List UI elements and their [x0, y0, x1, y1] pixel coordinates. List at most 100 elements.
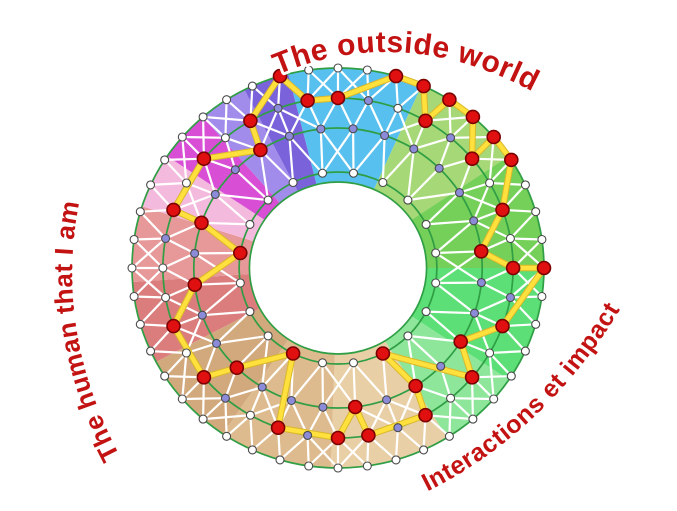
ring-circle — [192, 127, 484, 409]
ring-circle — [248, 181, 428, 355]
mesh-line — [278, 434, 309, 461]
mesh-line — [202, 115, 252, 122]
mesh-line — [406, 167, 441, 202]
node — [273, 103, 283, 113]
mesh-line — [383, 107, 399, 137]
mesh-line — [202, 115, 227, 139]
mesh-line — [288, 135, 324, 175]
red-node — [300, 93, 315, 108]
node — [444, 431, 454, 441]
mesh-line — [290, 361, 324, 402]
node — [485, 178, 495, 188]
node — [177, 394, 187, 404]
mesh-line — [214, 193, 251, 226]
node — [469, 308, 480, 318]
node — [403, 195, 413, 205]
mesh-line — [434, 250, 483, 285]
mesh-line — [306, 434, 340, 470]
mesh-line — [306, 434, 310, 468]
node — [317, 358, 328, 368]
red-node — [347, 399, 363, 415]
node — [505, 292, 515, 303]
node — [220, 133, 230, 143]
node — [468, 414, 478, 424]
node — [146, 180, 156, 190]
mesh-line — [139, 210, 167, 240]
mesh-line — [149, 181, 188, 186]
node — [403, 331, 413, 341]
red-node — [442, 92, 457, 107]
mesh-line — [352, 361, 388, 401]
mesh-line — [425, 191, 461, 226]
node — [382, 395, 392, 405]
red-node — [416, 78, 431, 94]
mesh-line — [202, 397, 227, 421]
red-node — [361, 428, 376, 443]
mesh-line — [472, 181, 491, 222]
node — [257, 382, 267, 392]
mesh-line — [234, 168, 270, 202]
node — [531, 207, 541, 217]
red-node — [388, 68, 404, 84]
node — [210, 189, 220, 199]
node — [245, 219, 255, 229]
mesh-line — [235, 334, 270, 369]
mesh-line — [277, 107, 291, 138]
mesh-line — [163, 351, 188, 378]
node — [537, 291, 547, 302]
red-node — [229, 360, 245, 376]
mesh-line — [509, 237, 544, 241]
sector-magenta — [167, 117, 280, 220]
node — [446, 393, 456, 403]
node — [222, 431, 232, 441]
mesh-line — [424, 414, 474, 421]
node — [222, 95, 232, 105]
mesh-line — [406, 147, 415, 202]
red-node — [464, 369, 480, 385]
mesh-line — [425, 219, 475, 226]
node — [419, 445, 429, 455]
node — [505, 233, 515, 244]
node — [489, 394, 499, 404]
node — [211, 338, 222, 348]
mesh-line — [406, 191, 461, 202]
mesh-line — [381, 352, 388, 401]
mesh-line — [306, 66, 340, 102]
node — [317, 168, 328, 178]
node — [348, 168, 359, 178]
red-node — [486, 129, 502, 145]
mesh-line — [449, 397, 495, 401]
mesh-line — [214, 193, 270, 202]
mesh-line — [181, 135, 227, 139]
mesh-line — [434, 281, 476, 315]
node — [304, 461, 314, 471]
node — [363, 96, 373, 106]
node — [220, 393, 230, 403]
mesh-line — [381, 134, 386, 184]
red-node — [330, 90, 346, 106]
mesh-line — [215, 334, 270, 345]
mesh-line — [438, 136, 452, 170]
mesh-line — [130, 237, 167, 270]
node — [284, 131, 294, 141]
red-node — [453, 334, 469, 349]
mesh-line — [201, 281, 242, 317]
red-node — [505, 260, 521, 276]
node — [135, 207, 145, 217]
node — [127, 263, 137, 273]
node — [485, 348, 495, 358]
node — [348, 124, 358, 134]
node — [436, 361, 446, 371]
node — [454, 188, 465, 198]
node — [288, 177, 298, 188]
red-node — [464, 151, 480, 166]
red-node — [166, 318, 181, 334]
node — [129, 234, 139, 245]
node — [520, 180, 530, 190]
mesh-line — [149, 350, 188, 355]
node — [316, 124, 326, 134]
node — [160, 155, 170, 165]
mesh-line — [224, 386, 264, 400]
